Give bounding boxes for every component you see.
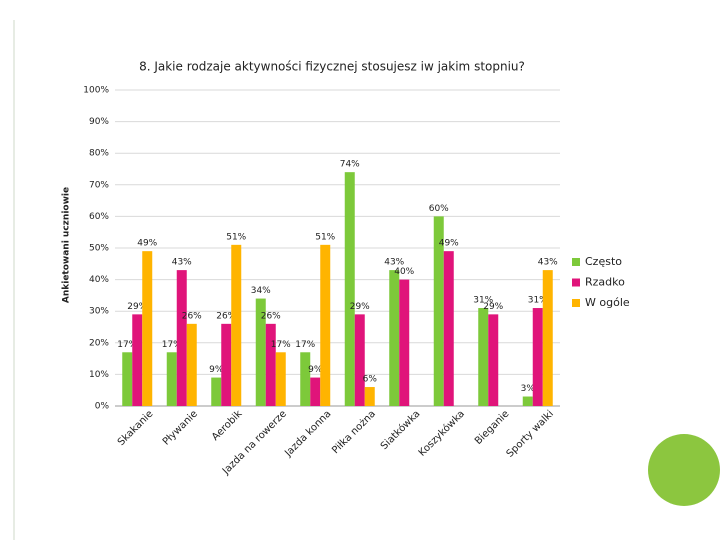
y-tick-label: 70%: [89, 180, 109, 190]
x-tick-label: Aerobik: [210, 408, 245, 443]
bar: [211, 377, 222, 406]
data-label: 43%: [538, 258, 558, 268]
data-label: 34%: [251, 286, 271, 296]
x-tick-label: Pływanie: [161, 408, 200, 447]
bar: [142, 251, 153, 406]
data-label: 26%: [261, 311, 281, 321]
slide-decoration: [648, 434, 720, 506]
bar: [132, 314, 143, 406]
y-tick-label: 80%: [89, 149, 109, 159]
bar: [320, 244, 331, 406]
x-tick-label: Skakanie: [116, 408, 156, 448]
bar: [265, 323, 276, 406]
x-tick-label: Koszykówka: [416, 408, 467, 459]
data-label: 29%: [127, 302, 147, 312]
y-tick-label: 0%: [95, 402, 110, 412]
data-label: 31%: [528, 296, 548, 306]
bar: [532, 308, 543, 406]
y-tick-label: 30%: [89, 307, 109, 317]
legend-swatch: [572, 258, 580, 266]
bar: [364, 387, 375, 406]
bar: [176, 270, 187, 406]
bar: [522, 396, 533, 406]
data-label: 29%: [350, 302, 370, 312]
x-tick-label: Siatkówka: [378, 408, 422, 452]
data-label: 17%: [271, 340, 291, 350]
bar: [255, 298, 266, 406]
x-tick-label: Jazda konna: [282, 408, 333, 459]
bar: [310, 377, 321, 406]
data-label: 43%: [172, 258, 192, 268]
bar: [389, 270, 400, 406]
y-tick-label: 90%: [89, 117, 109, 127]
data-label: 17%: [295, 340, 315, 350]
legend-label: W ogóle: [585, 296, 630, 309]
y-tick-label: 60%: [89, 212, 109, 222]
y-tick-label: 20%: [89, 338, 109, 348]
bar: [300, 352, 311, 406]
y-tick-label: 100%: [83, 86, 109, 96]
y-tick-label: 10%: [89, 370, 109, 380]
bar: [354, 314, 365, 406]
y-tick-label: 40%: [89, 275, 109, 285]
y-tick-label: 50%: [89, 244, 109, 254]
bar: [443, 251, 454, 406]
legend-swatch: [572, 278, 580, 287]
data-label: 3%: [521, 384, 536, 394]
data-label: 60%: [429, 204, 449, 214]
bar: [433, 216, 444, 406]
data-label: 9%: [308, 365, 323, 375]
x-tick-label: Sporty walki: [505, 408, 556, 459]
bar: [186, 323, 197, 406]
data-label: 43%: [384, 258, 404, 268]
bar: [231, 244, 242, 406]
legend-swatch: [572, 299, 580, 307]
data-label: 9%: [209, 365, 224, 375]
data-label: 51%: [315, 232, 335, 242]
data-label: 26%: [216, 311, 236, 321]
data-label: 6%: [363, 375, 378, 385]
bar: [399, 279, 410, 406]
data-label: 74%: [340, 160, 360, 170]
x-tick-label: Bieganie: [473, 408, 512, 447]
data-label: 49%: [137, 239, 157, 249]
bar: [221, 323, 232, 406]
legend-label: Rzadko: [585, 276, 625, 289]
bar: [275, 352, 286, 406]
data-label: 26%: [182, 311, 202, 321]
data-label: 31%: [473, 296, 493, 306]
data-label: 40%: [394, 267, 414, 277]
legend-label: Często: [585, 255, 622, 268]
y-axis-label: Ankietowani uczniowie: [62, 187, 72, 303]
bar: [542, 270, 553, 406]
bar: [488, 314, 499, 406]
bar: [344, 172, 355, 406]
x-tick-label: Piłka nożna: [330, 408, 378, 456]
bar: [478, 308, 489, 406]
data-label: 29%: [483, 302, 503, 312]
bar: [166, 352, 177, 406]
chart-title: 8. Jakie rodzaje aktywności fizycznej st…: [139, 60, 525, 74]
data-label: 17%: [117, 340, 137, 350]
data-label: 51%: [226, 232, 246, 242]
data-label: 49%: [439, 239, 459, 249]
data-label: 17%: [162, 340, 182, 350]
bar: [122, 352, 133, 406]
